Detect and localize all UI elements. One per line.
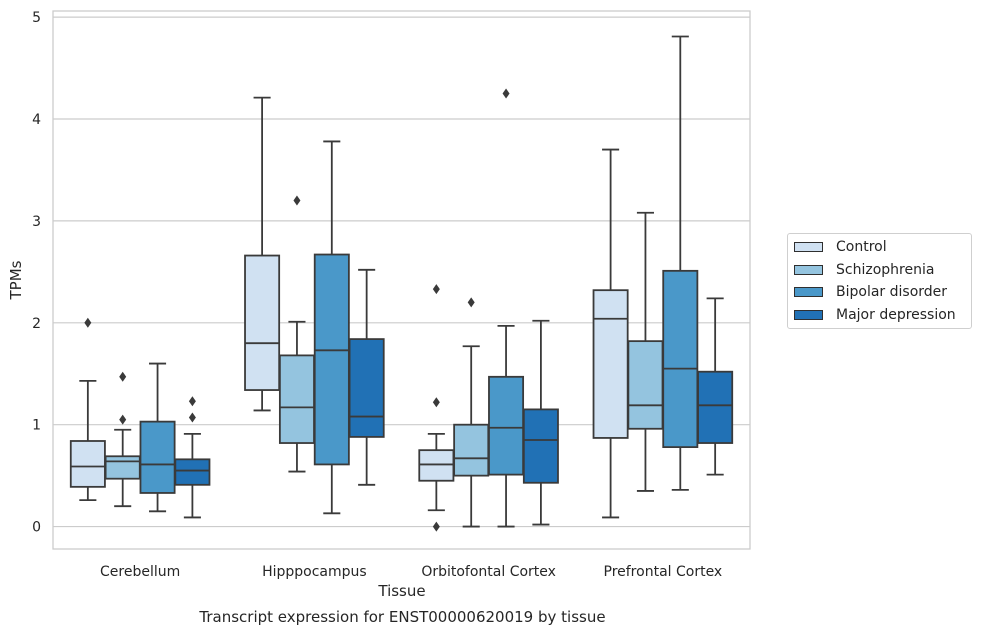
y-tick-label: 4 (32, 112, 41, 128)
box-iqr (662, 269, 699, 449)
x-tick-label: Prefrontal Cortex (604, 564, 723, 580)
outlier-point (293, 195, 301, 206)
box-control (418, 284, 455, 532)
box-iqr (488, 375, 525, 476)
y-axis-label: TPMs (7, 260, 25, 300)
box-bipolar-disorder (139, 362, 176, 513)
box-iqr (348, 338, 385, 438)
box-series (69, 35, 734, 532)
outlier-point (432, 521, 440, 532)
box-schizophrenia (627, 211, 664, 492)
box-iqr (453, 423, 490, 477)
x-axis-ticks: Cerebellum Hipppocampus Orbitofontal Corte… (100, 564, 722, 580)
outlier-point (502, 88, 510, 99)
box-schizophrenia (104, 371, 141, 508)
box-iqr (627, 340, 664, 430)
x-tick-label: Hipppocampus (262, 564, 367, 580)
legend-item: Major depression (794, 305, 956, 325)
legend: Control Schizophrenia Bipolar disorder Majo… (787, 233, 972, 329)
y-tick-label: 5 (32, 10, 41, 26)
plot-frame (52, 10, 751, 550)
box-major-depression (697, 297, 734, 476)
outlier-point (84, 317, 92, 328)
legend-swatch (794, 309, 823, 320)
legend-label: Bipolar disorder (836, 284, 948, 300)
legend-item: Schizophrenia (794, 260, 934, 280)
legend-item: Control (794, 237, 887, 257)
box-control (69, 317, 106, 501)
x-tick-label: Orbitofontal Cortex (421, 564, 556, 580)
box-bipolar-disorder (313, 140, 350, 515)
y-axis-ticks: 0 1 2 3 4 5 (32, 10, 41, 535)
outlier-point (119, 414, 127, 425)
box-major-depression (348, 268, 385, 486)
outlier-point (188, 396, 196, 407)
box-bipolar-disorder (488, 88, 525, 528)
outlier-point (432, 397, 440, 408)
box-control (244, 96, 281, 412)
box-iqr (697, 370, 734, 444)
legend-item: Bipolar disorder (794, 282, 947, 302)
box-iqr (313, 253, 350, 466)
box-major-depression (174, 396, 211, 519)
box-iqr (522, 408, 559, 484)
legend-label: Control (836, 239, 887, 255)
box-iqr (592, 289, 629, 439)
outlier-point (432, 284, 440, 295)
legend-swatch (794, 264, 823, 275)
figure-caption: Transcript expression for ENST0000062001… (199, 608, 606, 626)
box-control (592, 148, 629, 519)
box-iqr (69, 440, 106, 488)
box-schizophrenia (278, 195, 315, 473)
y-tick-label: 1 (32, 418, 41, 434)
box-iqr (104, 455, 141, 480)
box-iqr (278, 354, 315, 444)
y-tick-label: 2 (32, 316, 41, 332)
legend-swatch (794, 287, 823, 297)
legend-label: Major depression (836, 306, 956, 323)
x-axis-label: Tissue (377, 582, 425, 600)
box-major-depression (522, 319, 559, 526)
box-iqr (174, 458, 211, 486)
outlier-point (467, 297, 475, 308)
outlier-point (119, 371, 127, 382)
box-iqr (139, 420, 176, 494)
box-schizophrenia (453, 297, 490, 528)
legend-label: Schizophrenia (836, 261, 935, 278)
y-tick-label: 0 (32, 520, 41, 536)
box-iqr (418, 449, 455, 482)
outlier-point (188, 412, 196, 423)
y-tick-label: 3 (32, 214, 41, 230)
x-tick-label: Cerebellum (100, 564, 180, 580)
box-bipolar-disorder (662, 35, 699, 491)
box-iqr (244, 254, 281, 391)
legend-swatch (794, 242, 823, 252)
